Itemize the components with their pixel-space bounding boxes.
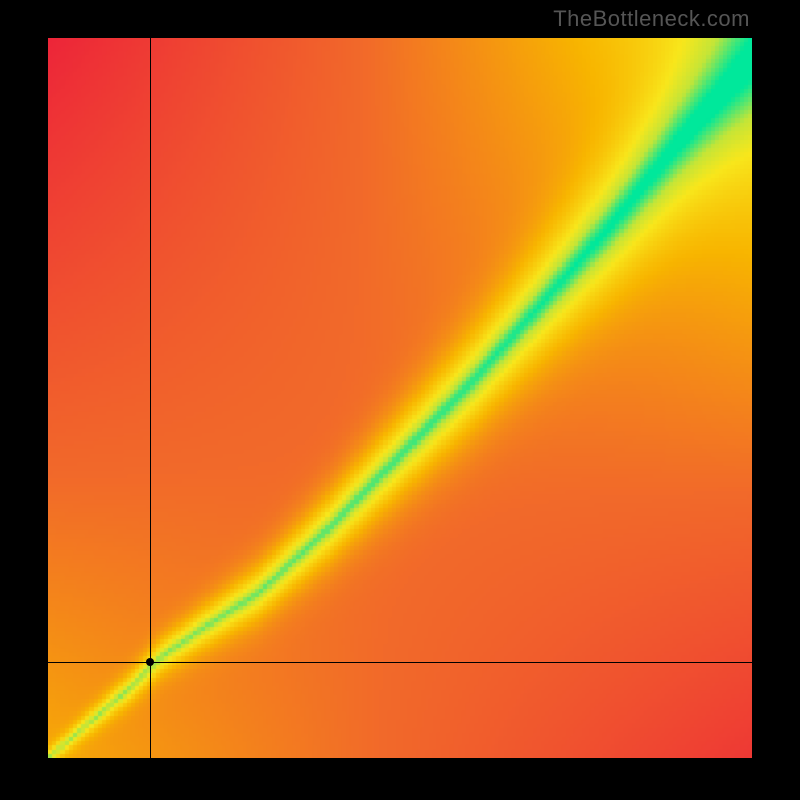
- chart-frame: TheBottleneck.com: [0, 0, 800, 800]
- watermark-text: TheBottleneck.com: [553, 6, 750, 32]
- crosshair-vertical: [150, 38, 151, 758]
- crosshair-marker: [146, 658, 154, 666]
- heatmap-canvas: [48, 38, 752, 758]
